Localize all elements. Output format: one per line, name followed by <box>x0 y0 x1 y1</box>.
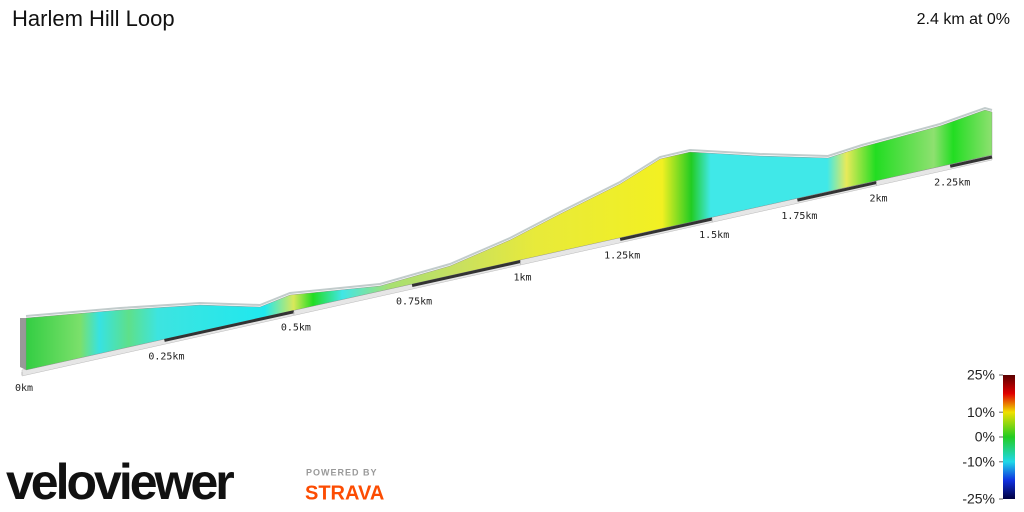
x-tick-label: 2.25km <box>934 177 970 188</box>
strava: STRAVA <box>305 482 384 504</box>
x-tick-label: 2km <box>869 194 887 205</box>
powered-by: POWERED BY <box>306 467 378 477</box>
colorbar <box>1003 375 1015 499</box>
x-tick-label: 1.75km <box>781 211 817 222</box>
distance-segment <box>164 310 295 342</box>
profile-face <box>25 109 993 371</box>
colorbar-label: -10% <box>962 454 995 470</box>
x-tick-label: 0.75km <box>396 297 432 308</box>
x-tick-label: 1.5km <box>699 230 729 241</box>
x-tick-label: 1km <box>513 273 531 284</box>
x-tick-label: 0.25km <box>148 351 184 362</box>
x-tick-label: 1.25km <box>604 250 640 261</box>
colorbar-label: 25% <box>967 367 995 383</box>
title: Harlem Hill Loop <box>12 6 175 31</box>
distance-segment <box>797 181 877 202</box>
distance-segment <box>949 155 993 168</box>
colorbar-label: 0% <box>975 429 995 445</box>
logo: veloviewer <box>6 454 234 510</box>
colorbar-label: -25% <box>962 491 995 507</box>
distance-segment <box>411 260 521 287</box>
profile <box>20 106 993 377</box>
subtitle: 2.4 km at 0% <box>917 11 1010 28</box>
colorbar-label: 10% <box>967 404 995 420</box>
x-tick-label: 0.5km <box>281 323 311 334</box>
distance-segment <box>619 217 713 241</box>
profile-end <box>20 318 26 370</box>
x-tick-label: 0km <box>15 383 33 394</box>
profile-top <box>25 106 993 317</box>
